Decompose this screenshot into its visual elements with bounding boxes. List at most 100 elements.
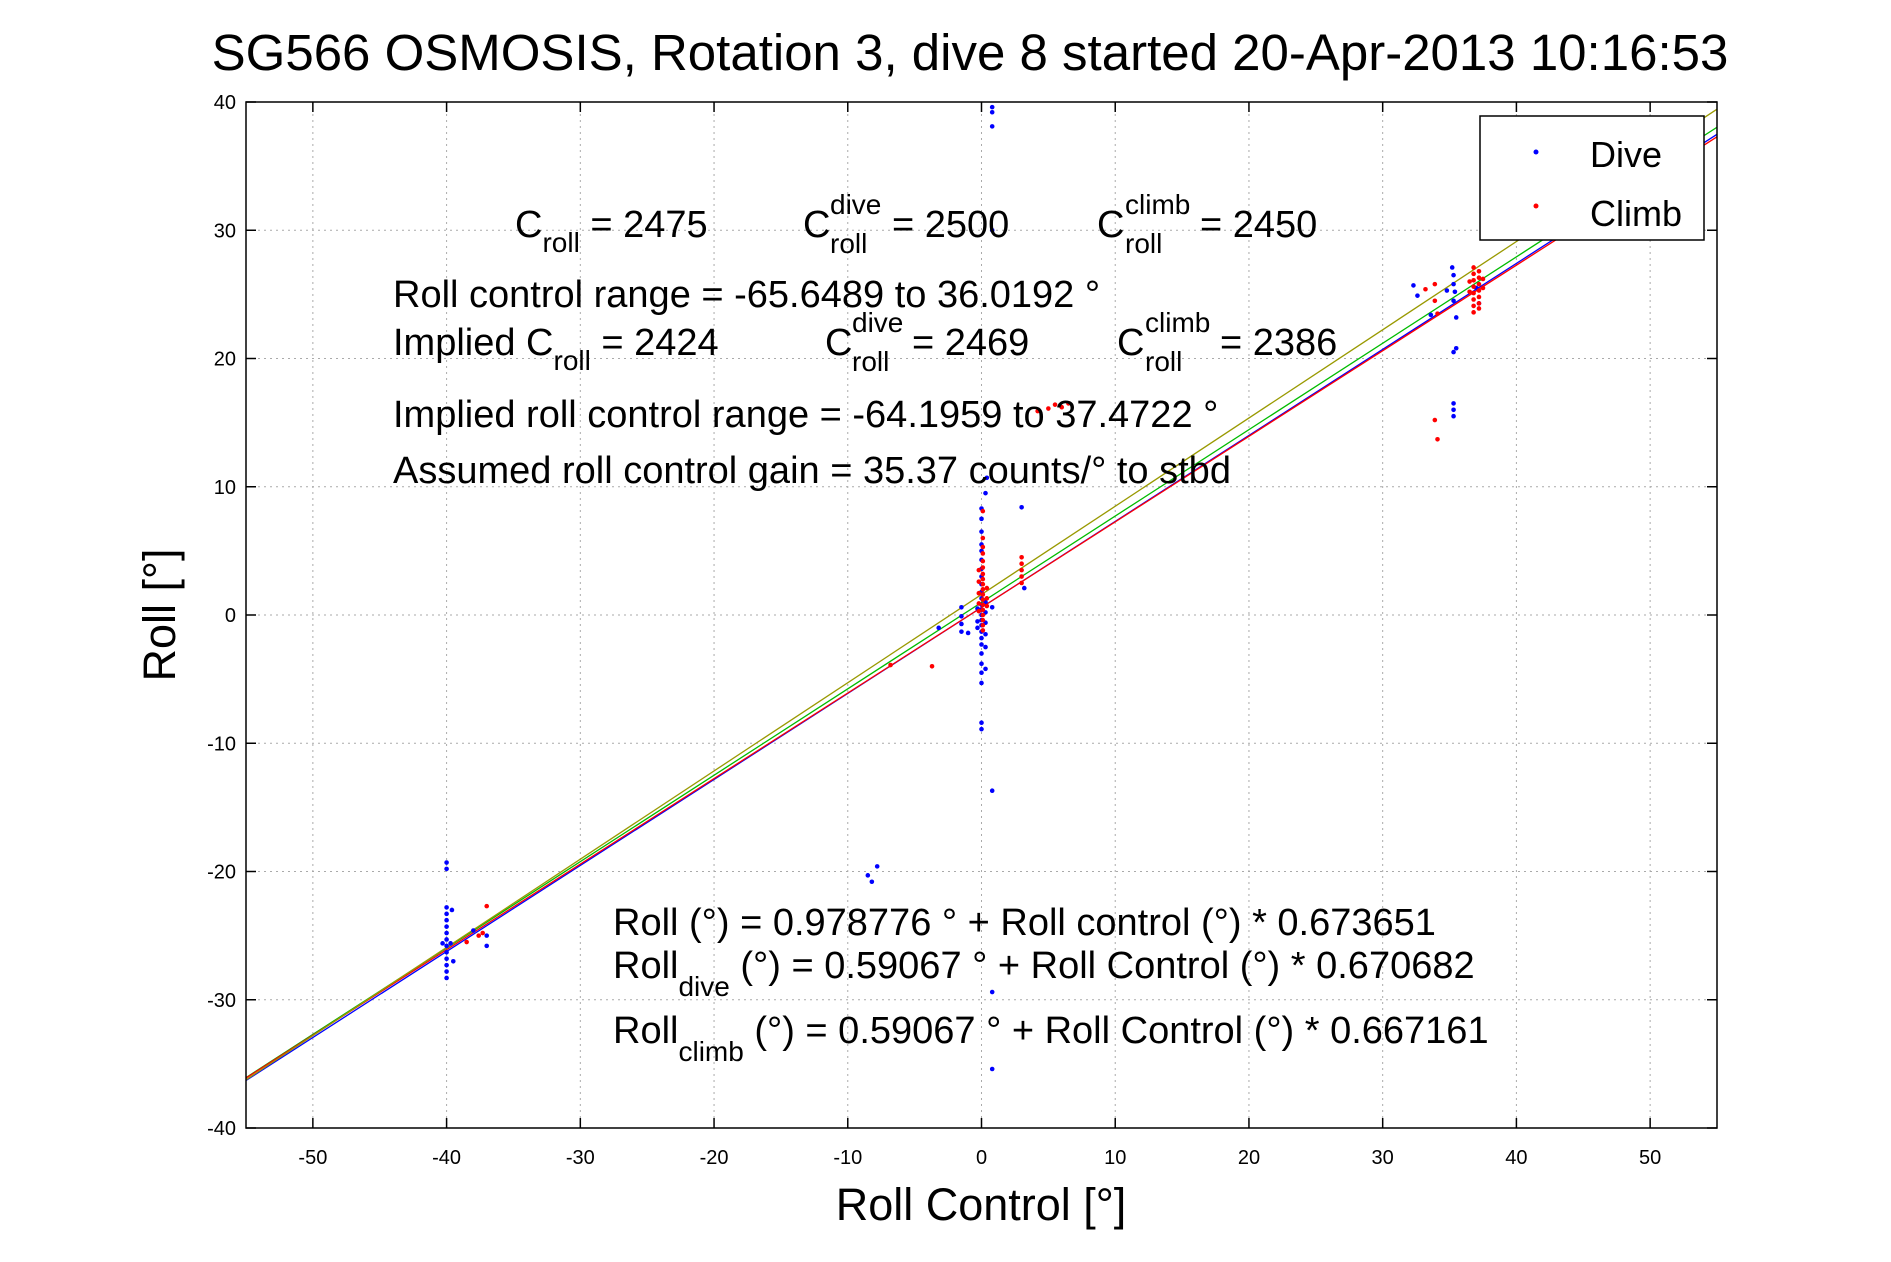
dive-point [984, 475, 990, 481]
annotation-implied-c-roll-climb-value: = 2386 [1220, 322, 1337, 364]
dive-point [1451, 298, 1456, 304]
data-points [440, 104, 1486, 1072]
dive-point [989, 109, 995, 115]
climb-point [1476, 294, 1482, 300]
dive-point [450, 958, 456, 964]
dive-point [979, 651, 984, 656]
legend-marker-climb [1533, 203, 1539, 209]
climb-point [929, 664, 935, 669]
climb-point [1432, 417, 1438, 423]
dive-point [1451, 272, 1456, 278]
dive-point [936, 625, 942, 631]
climb-point [480, 930, 485, 936]
dive-point [444, 943, 449, 949]
legend-label-dive: Dive [1590, 134, 1662, 175]
climb-point [1432, 298, 1438, 304]
dive-point [874, 864, 880, 869]
dive-point [1453, 345, 1459, 351]
climb-point [980, 551, 986, 556]
dive-point [959, 613, 964, 619]
annotation-implied-range: Implied roll control range = -64.1959 to… [393, 394, 1218, 436]
climb-point [980, 581, 986, 587]
climb-point [1476, 275, 1482, 281]
climb-point [980, 565, 986, 570]
x-tick-label: -30 [566, 1147, 595, 1169]
annotation-implied-c-roll-dive-sup: dive [852, 307, 903, 338]
dive-point [1451, 349, 1456, 355]
climb-point [1476, 268, 1482, 274]
dive-point [444, 905, 449, 910]
climb-point [1066, 401, 1071, 406]
dive-point [979, 720, 984, 726]
climb-point [1471, 310, 1476, 315]
climb-point [1471, 284, 1476, 289]
climb-point [1052, 402, 1058, 407]
climb-point [476, 933, 481, 938]
climb-point [980, 508, 986, 514]
climb-point [976, 601, 982, 606]
dive-point [979, 670, 984, 676]
y-tick-label: 30 [214, 220, 236, 242]
climb-point [976, 608, 982, 614]
annotation-implied-c-roll-climb-sup: climb [1145, 307, 1210, 338]
dive-point [989, 605, 995, 610]
x-tick-label: 30 [1372, 1147, 1394, 1169]
annotations: Croll = 2475 C dive roll = 2500 C climb … [393, 189, 1489, 1067]
dive-point [1451, 401, 1456, 406]
dive-point [989, 227, 995, 233]
x-tick-label: 10 [1104, 1147, 1126, 1169]
annotation-fit-climb: Rollclimb (°) = 0.59067 ° + Roll Control… [613, 1010, 1489, 1067]
climb-point [1471, 303, 1476, 309]
climb-point [1467, 279, 1472, 284]
dive-point [440, 941, 445, 946]
climb-point [984, 596, 990, 601]
y-axis-label: Roll [°] [134, 548, 185, 681]
y-tick-label: -40 [207, 1118, 236, 1140]
annotation-c-roll-climb-sub: roll [1125, 228, 1162, 259]
chart-title: SG566 OSMOSIS, Rotation 3, dive 8 starte… [212, 24, 1729, 81]
annotation-implied-c-roll-dive: C [825, 322, 852, 364]
dive-point [1415, 293, 1420, 298]
dive-point [965, 630, 971, 636]
annotation-fit-all: Roll (°) = 0.978776 ° + Roll control (°)… [613, 902, 1436, 944]
dive-point [444, 924, 449, 929]
climb-point [980, 617, 986, 623]
x-axis-label: Roll Control [°] [836, 1179, 1127, 1230]
climb-point [984, 585, 990, 591]
dive-point [444, 956, 449, 962]
climb-point [1019, 554, 1024, 560]
x-tick-label: 20 [1238, 1147, 1260, 1169]
x-tick-label: 50 [1639, 1147, 1661, 1169]
dive-point [444, 949, 449, 955]
dive-point [989, 124, 995, 129]
dive-point [983, 631, 988, 637]
climb-point [1471, 297, 1476, 302]
y-tick-label: -20 [207, 862, 236, 884]
dive-point [975, 625, 980, 631]
dive-point [979, 726, 984, 732]
climb-point [980, 535, 986, 541]
annotation-implied-c-roll-climb: C [1117, 322, 1144, 364]
annotation-implied-c-roll-dive-value: = 2469 [912, 322, 1029, 364]
annotation-c-roll-climb: C [1097, 204, 1124, 246]
dive-point [979, 642, 984, 647]
climb-point [980, 544, 986, 550]
dive-point [1411, 283, 1416, 288]
y-tick-label: -30 [207, 990, 236, 1012]
y-tick-label: -10 [207, 733, 236, 755]
climb-point [980, 602, 986, 608]
x-tick-label: 40 [1505, 1147, 1527, 1169]
dive-point [979, 529, 984, 534]
dive-point [1451, 281, 1456, 287]
axis-ticks: -50 -40 -30 -20 -10 0 10 20 30 40 50 -40 -30 -20 -10 0 1… [207, 92, 1717, 1169]
climb-point [1046, 406, 1051, 411]
climb-point [976, 567, 982, 573]
climb-point [1019, 561, 1024, 566]
dive-point [983, 644, 988, 650]
dive-point [444, 860, 449, 865]
dive-point [979, 635, 984, 641]
y-tick-label: 40 [214, 92, 236, 114]
annotation-c-roll-dive: C [803, 204, 830, 246]
dive-point [444, 917, 449, 923]
climb-point [984, 603, 990, 609]
